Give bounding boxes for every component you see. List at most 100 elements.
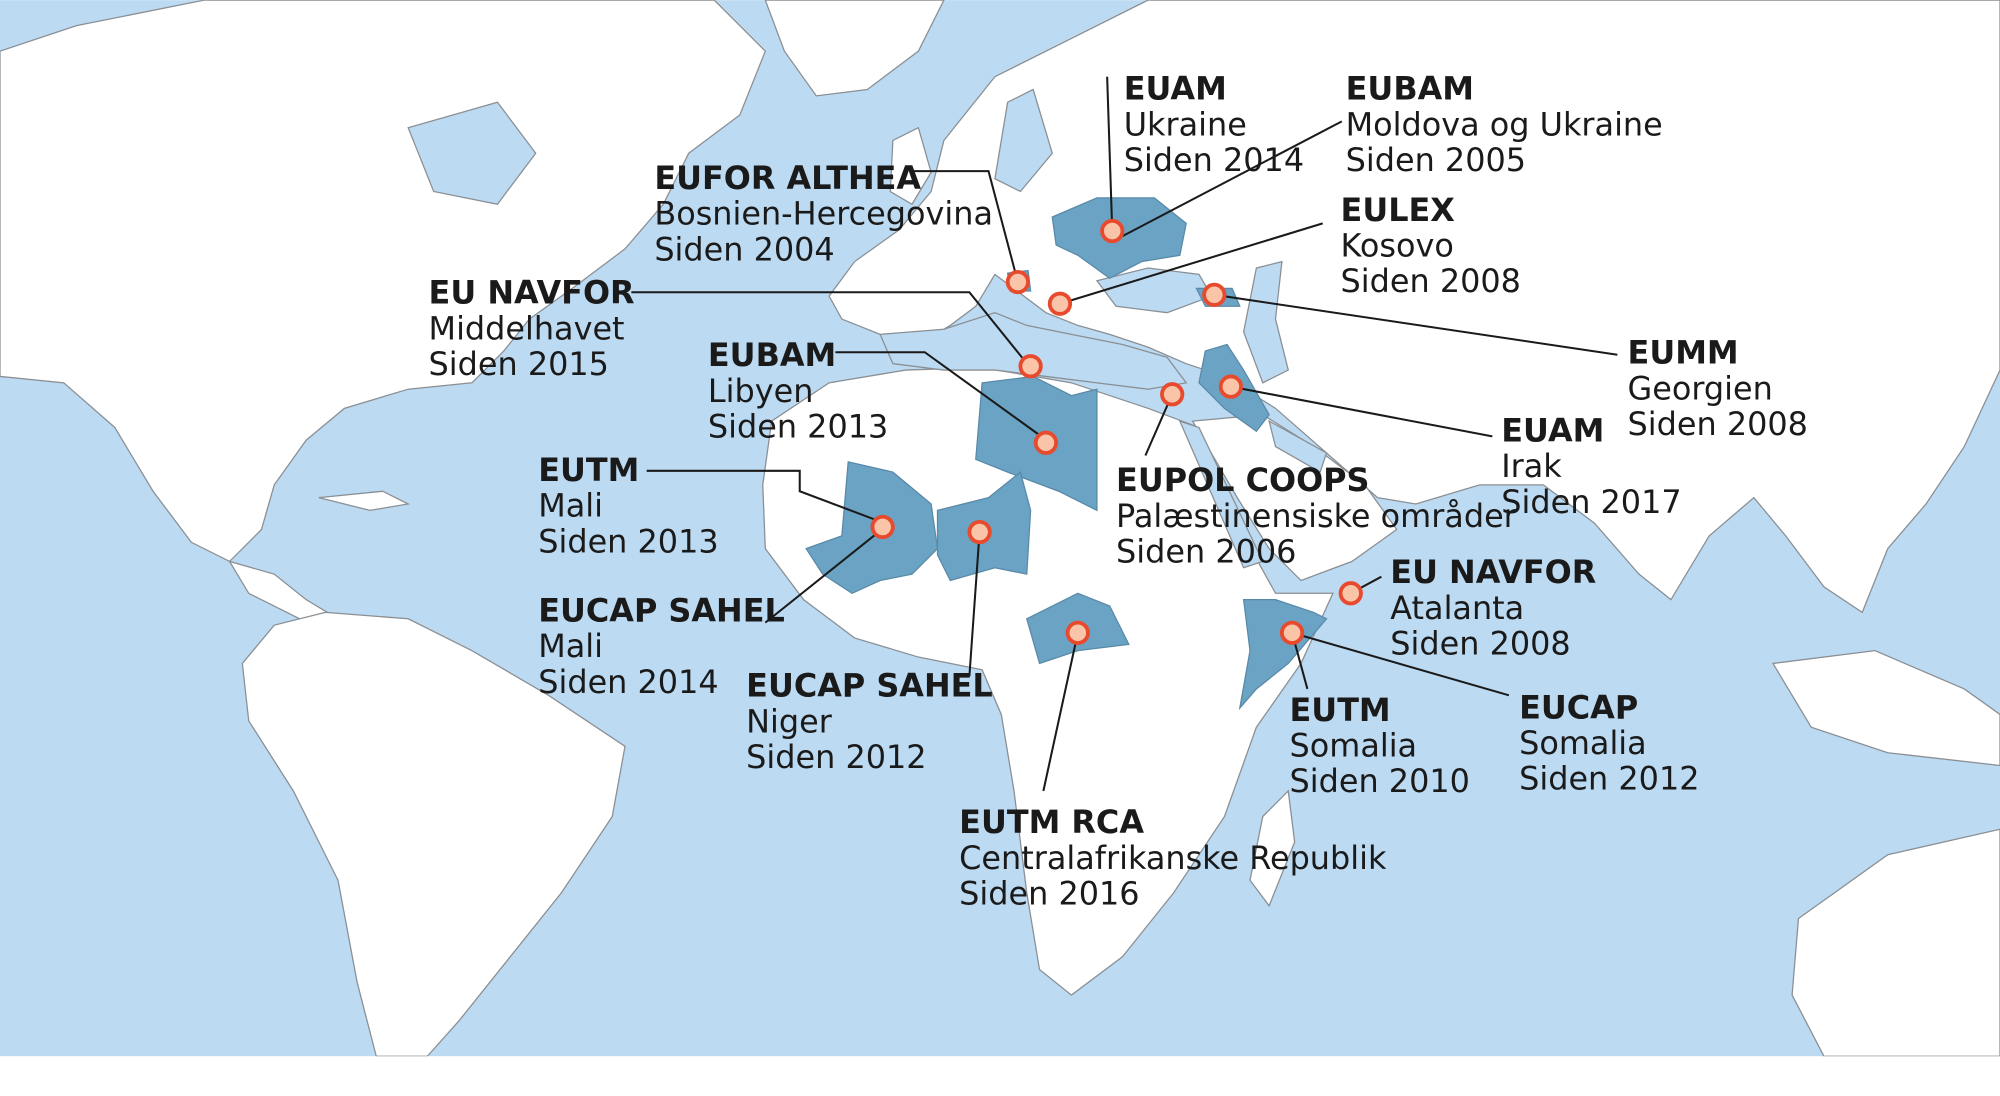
mission-place: Ukraine bbox=[1124, 105, 1247, 143]
mission-marker[interactable] bbox=[1100, 218, 1125, 244]
mission-place: Bosnien-Hercegovina bbox=[654, 195, 993, 233]
mission-name: EUMM bbox=[1628, 334, 1739, 372]
mission-name: EU NAVFOR bbox=[429, 274, 635, 312]
leader-line bbox=[911, 170, 1019, 283]
mission-place: Irak bbox=[1501, 447, 1562, 485]
mission-marker[interactable] bbox=[1033, 430, 1059, 455]
landmasses bbox=[0, 0, 2000, 1057]
mission-name: EUFOR ALTHEA bbox=[654, 159, 921, 197]
mission-name: EUTM bbox=[538, 451, 639, 489]
mission-marker[interactable] bbox=[1218, 374, 1243, 399]
australia bbox=[1791, 828, 2000, 1057]
greenland bbox=[764, 0, 945, 97]
mission-marker[interactable] bbox=[1202, 282, 1227, 307]
mission-name: EUCAP bbox=[1519, 688, 1638, 726]
caspian-sea bbox=[1242, 260, 1290, 384]
mission-place: Somalia bbox=[1519, 724, 1647, 762]
leader-line bbox=[1121, 120, 1343, 238]
arabian-peninsula bbox=[1191, 414, 1398, 582]
mission-name: EUTM RCA bbox=[959, 803, 1144, 841]
mission-name: EUAM bbox=[1124, 70, 1227, 108]
hudson-bay bbox=[407, 101, 537, 205]
mission-name: EUTM bbox=[1290, 691, 1391, 729]
mission-markers bbox=[870, 218, 1363, 645]
mission-place: Centralafrikanske Republik bbox=[959, 839, 1387, 877]
mission-since: Siden 2005 bbox=[1346, 141, 1526, 179]
leader-lines bbox=[631, 76, 1618, 792]
red-sea bbox=[1178, 420, 1264, 569]
mission-marker[interactable] bbox=[1160, 382, 1185, 407]
mission-since: Siden 2004 bbox=[654, 230, 834, 268]
mission-name: EUPOL COOPS bbox=[1116, 461, 1369, 499]
inland-seas bbox=[407, 88, 1328, 569]
south-america bbox=[241, 611, 626, 1057]
baltic-sea bbox=[994, 88, 1054, 193]
mission-since: Siden 2012 bbox=[746, 738, 926, 776]
leader-line bbox=[1291, 631, 1510, 697]
mission-name: EUCAP SAHEL bbox=[746, 667, 993, 705]
mission-place: Atalanta bbox=[1390, 589, 1524, 627]
mission-since: Siden 2013 bbox=[538, 522, 718, 560]
caribbean bbox=[318, 490, 411, 512]
uk bbox=[889, 126, 932, 206]
mission-marker[interactable] bbox=[967, 519, 992, 545]
leader-line bbox=[1042, 632, 1079, 792]
mission-since: Siden 2006 bbox=[1116, 533, 1296, 571]
mission-place: Georgien bbox=[1628, 369, 1773, 407]
southeast-asia-islands bbox=[1771, 650, 2000, 767]
mission-since: Siden 2014 bbox=[1124, 141, 1304, 179]
mission-name: EUBAM bbox=[708, 336, 836, 374]
mission-name: EUCAP SAHEL bbox=[538, 591, 785, 629]
mission-marker[interactable] bbox=[870, 514, 895, 540]
mission-marker[interactable] bbox=[1005, 269, 1030, 295]
mediterranean-sea bbox=[879, 311, 1188, 390]
mission-since: Siden 2008 bbox=[1628, 405, 1808, 443]
mission-since: Siden 2008 bbox=[1341, 262, 1521, 300]
mission-since: Siden 2014 bbox=[538, 663, 718, 701]
mission-since: Siden 2013 bbox=[708, 408, 888, 446]
mission-name: EUAM bbox=[1501, 411, 1604, 449]
mission-place: Mali bbox=[538, 487, 603, 525]
mission-place: Moldova og Ukraine bbox=[1346, 105, 1663, 143]
madagascar bbox=[1249, 789, 1296, 908]
mission-since: Siden 2015 bbox=[429, 345, 609, 383]
persian-gulf bbox=[1268, 419, 1328, 474]
leader-line bbox=[1230, 385, 1493, 438]
leader-line bbox=[646, 469, 878, 522]
mission-marker[interactable] bbox=[1338, 581, 1363, 606]
mission-name: EU NAVFOR bbox=[1390, 553, 1596, 591]
mission-place: Niger bbox=[746, 702, 833, 740]
mission-since: Siden 2012 bbox=[1519, 760, 1699, 798]
leader-line bbox=[764, 529, 881, 624]
mission-marker[interactable] bbox=[1279, 620, 1305, 645]
mission-place: Somalia bbox=[1290, 727, 1418, 765]
leader-line bbox=[968, 531, 981, 677]
mission-marker[interactable] bbox=[1018, 354, 1043, 379]
mission-marker[interactable] bbox=[1047, 291, 1073, 316]
bottom-margin bbox=[0, 1056, 2000, 1096]
mission-marker[interactable] bbox=[1065, 620, 1090, 645]
mission-place: Kosovo bbox=[1341, 227, 1454, 265]
leader-line bbox=[835, 351, 1041, 436]
north-america bbox=[0, 0, 767, 563]
mission-name: EULEX bbox=[1341, 191, 1455, 229]
mission-since: Siden 2016 bbox=[959, 875, 1139, 913]
mission-name: EUBAM bbox=[1346, 70, 1474, 108]
